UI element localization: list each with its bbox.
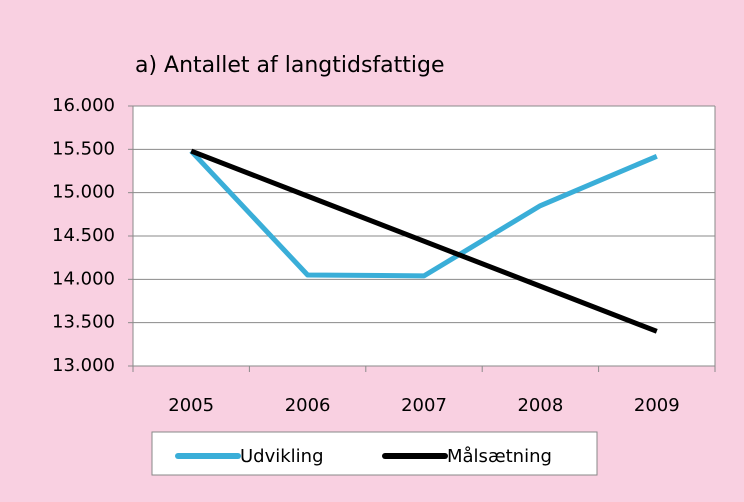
x-tick-label: 2008 <box>517 395 563 416</box>
line-series <box>189 149 658 279</box>
legend-label: Målsætning <box>447 446 552 467</box>
line-series <box>190 148 658 334</box>
y-tick-label: 13.000 <box>52 355 115 376</box>
y-tick-label: 15.000 <box>52 182 115 203</box>
x-tick-label: 2006 <box>285 395 331 416</box>
legend-label: Udvikling <box>240 446 324 467</box>
x-tick-label: 2009 <box>634 395 680 416</box>
chart-title: a) Antallet af langtidsfattige <box>135 53 445 78</box>
y-tick-label: 16.000 <box>52 95 115 116</box>
y-tick-label: 14.500 <box>52 225 115 246</box>
y-tick-label: 13.500 <box>52 312 115 333</box>
y-tick-label: 15.500 <box>52 138 115 159</box>
y-tick-label: 14.000 <box>52 268 115 289</box>
x-tick-label: 2007 <box>401 395 447 416</box>
x-tick-label: 2005 <box>168 395 214 416</box>
